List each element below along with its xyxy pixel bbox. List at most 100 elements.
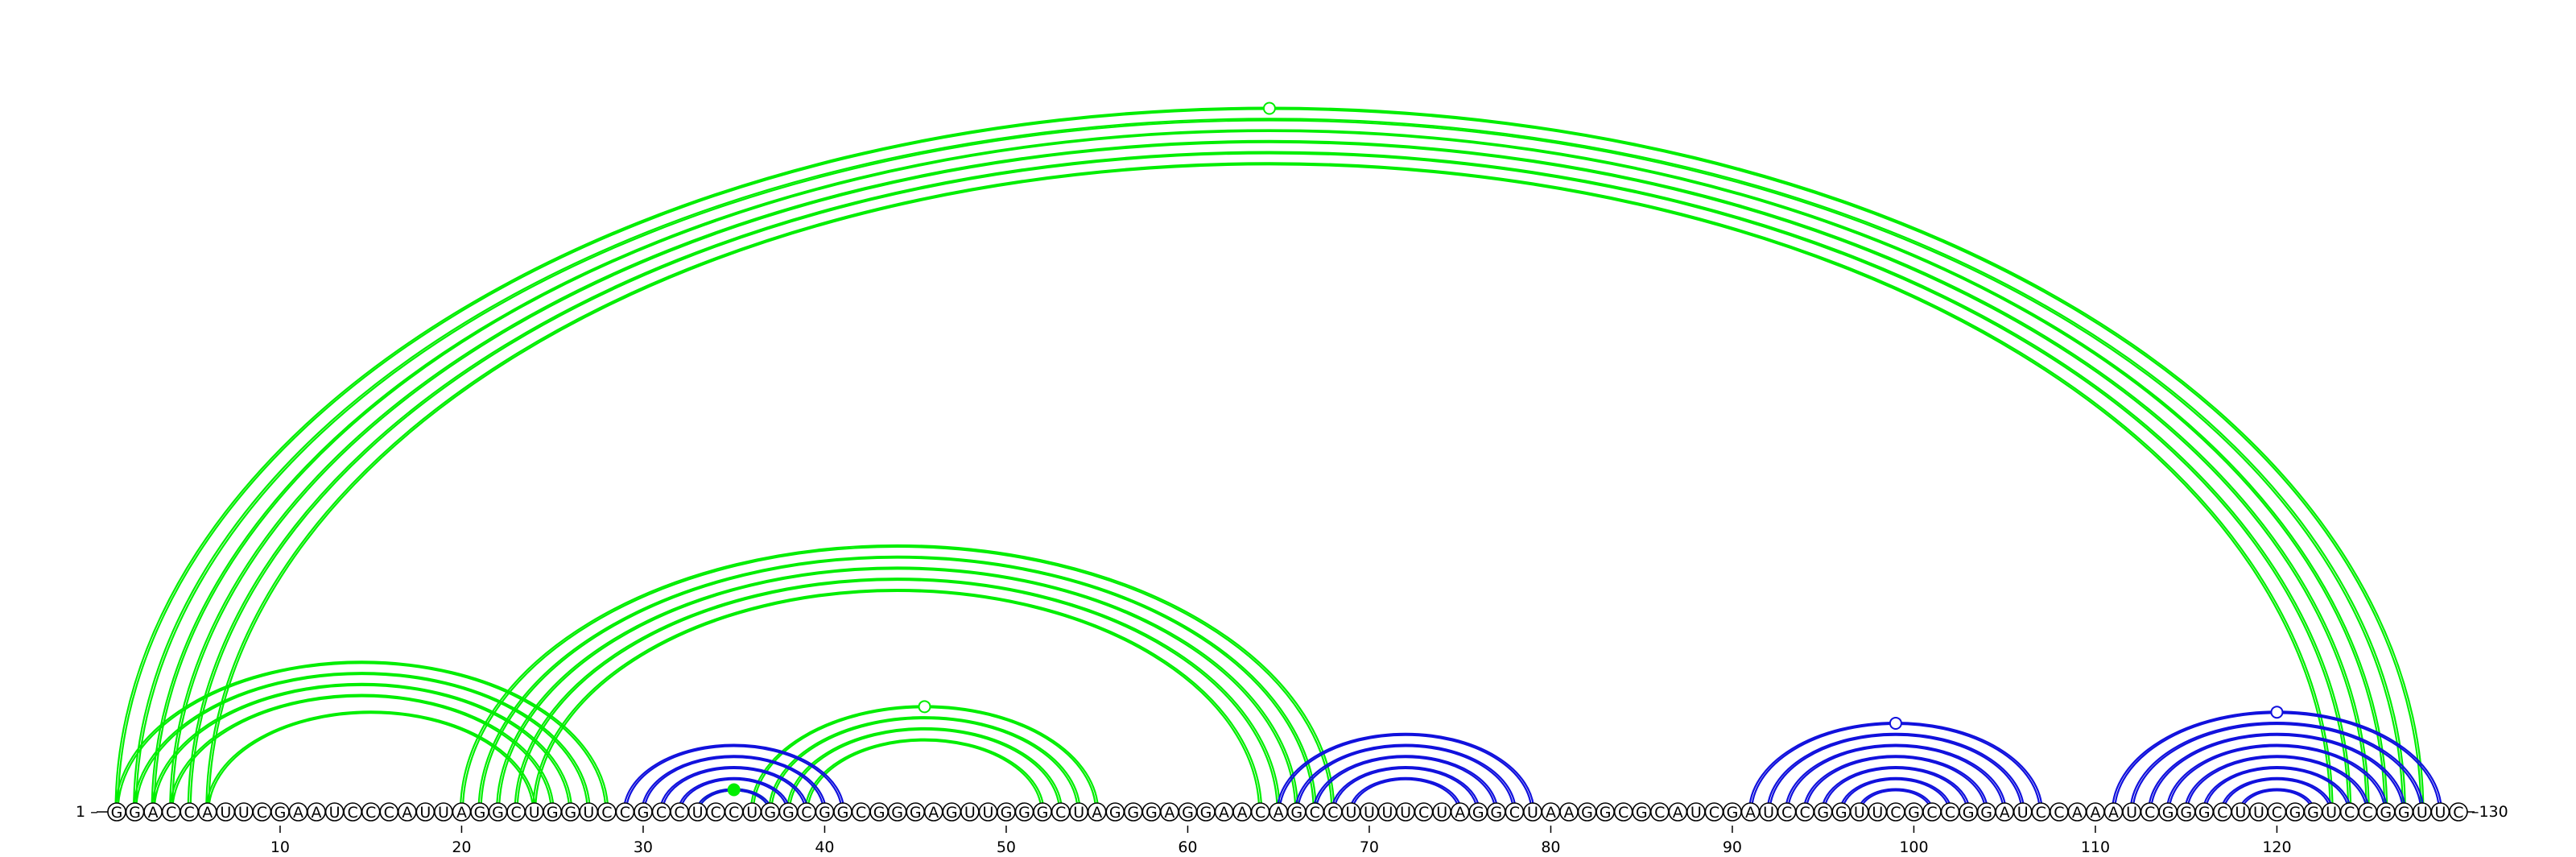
base-pair-arc <box>171 695 552 813</box>
nucleotide: A <box>1232 802 1252 822</box>
nucleotide-letter: C <box>2145 804 2155 822</box>
nucleotide: A <box>452 802 472 822</box>
base-pair-arc <box>189 152 2350 813</box>
nucleotide: G <box>470 802 489 822</box>
base-pair-arc <box>1331 766 1480 813</box>
base-pair-arc <box>677 776 791 813</box>
nucleotide: G <box>2376 802 2396 822</box>
nucleotide: C <box>1414 802 1434 822</box>
base-pair-arc <box>2132 722 2422 813</box>
nucleotide: C <box>1649 802 1670 822</box>
nucleotide-letter: C <box>1055 804 1066 822</box>
base-pair-arc <box>459 544 1335 813</box>
tick-label: 70 <box>1360 838 1379 856</box>
base-pair-arc <box>1766 732 2025 813</box>
nucleotide-letter: C <box>1654 804 1665 822</box>
base-pair-arc <box>151 682 573 813</box>
nucleotide-letter: C <box>2217 804 2227 822</box>
nucleotide-letter: G <box>275 804 287 822</box>
nucleotide-letter: C <box>1890 804 1901 822</box>
nucleotide: G <box>560 802 580 822</box>
base-pair-arc <box>2204 767 2350 813</box>
nucleotide: G <box>942 802 962 822</box>
nucleotide: C <box>180 802 199 822</box>
nucleotide-letter: C <box>257 804 267 822</box>
nucleotide: C <box>2031 802 2051 822</box>
base-pair-arc <box>208 164 2330 812</box>
nucleotide: G <box>2176 802 2196 822</box>
nucleotide-letter: U <box>2434 804 2446 822</box>
nucleotide: U <box>1341 802 1361 822</box>
nucleotide-letter: C <box>2344 804 2355 822</box>
base-pair-arc <box>134 118 2405 812</box>
nucleotide-letter: A <box>456 804 467 822</box>
nucleotide: C <box>1886 802 1905 822</box>
nucleotide: C <box>252 802 272 822</box>
nucleotide: C <box>2449 802 2468 822</box>
nucleotide-letter: G <box>2380 804 2392 822</box>
nucleotide: G <box>1831 802 1852 822</box>
nucleotide-letter: U <box>964 804 976 822</box>
nucleotide-letter: A <box>1219 804 1229 822</box>
nucleotide-letter: U <box>2326 804 2337 822</box>
nucleotide: U <box>1759 802 1778 822</box>
base-pair-arc <box>786 727 1063 813</box>
nucleotide: A <box>197 802 217 822</box>
nucleotide: A <box>397 802 417 822</box>
base-pair-arc <box>2184 755 2370 813</box>
tick-label: 120 <box>2262 838 2291 856</box>
base-pair-arc <box>153 684 571 813</box>
nucleotide: C <box>797 802 816 822</box>
nucleotide: U <box>687 802 708 822</box>
nucleotide: U <box>216 802 236 822</box>
nucleotide: G <box>1124 802 1143 822</box>
base-pair-arc <box>1860 789 1932 813</box>
nucleotide: G <box>1178 802 1198 822</box>
nucleotide: A <box>1087 802 1107 822</box>
nucleotide: A <box>1160 802 1179 822</box>
nucleotide: G <box>1976 802 1996 822</box>
nucleotide-letter: G <box>111 804 123 822</box>
nucleotide-letter: G <box>1817 804 1829 822</box>
base-pair-arc <box>2148 732 2406 813</box>
base-pair-arc <box>788 728 1061 813</box>
base-pair-arc <box>1823 767 1968 813</box>
nucleotide-letter: G <box>564 804 576 822</box>
nucleotide-letter: G <box>873 804 886 822</box>
nucleotide-letter: G <box>1908 804 1920 822</box>
base-pair-arc <box>807 739 1042 813</box>
nucleotide: U <box>960 802 980 822</box>
nucleotide: C <box>1613 802 1633 822</box>
nucleotide-letter: A <box>202 804 213 822</box>
nucleotide-letter: C <box>184 804 195 822</box>
base-pair-arc <box>1802 755 1989 813</box>
nucleotide-letter: G <box>837 804 849 822</box>
nucleotide: C <box>161 802 181 822</box>
nucleotide-letter: G <box>1490 804 1502 822</box>
nucleotide-letter: G <box>1146 804 1158 822</box>
nucleotide-letter: A <box>312 804 322 822</box>
nucleotide: C <box>651 802 671 822</box>
base-pair-arc <box>641 755 828 813</box>
nucleotide-letter: G <box>1182 804 1194 822</box>
nucleotide-letter: U <box>2017 804 2029 822</box>
nucleotide-letter: G <box>638 804 650 822</box>
nucleotide: G <box>1596 802 1615 822</box>
nucleotide-letter: A <box>1455 804 1465 822</box>
nucleotide-letter: A <box>2000 804 2010 822</box>
nucleotide-letter: G <box>1037 804 1049 822</box>
nucleotide: C <box>2140 802 2160 822</box>
nucleotide: U <box>524 802 544 822</box>
base-pair-arc <box>114 660 609 813</box>
base-pair-arc <box>514 578 1281 813</box>
nucleotide: G <box>1577 802 1597 822</box>
nucleotide: G <box>125 802 145 822</box>
base-pair-arc <box>2165 743 2388 813</box>
nucleotide: C <box>670 802 689 822</box>
nucleotide: U <box>234 802 254 822</box>
nucleotide-letter: U <box>746 804 758 822</box>
nucleotide: G <box>997 802 1016 822</box>
nucleotide: G <box>543 802 563 822</box>
nucleotide: G <box>887 802 907 822</box>
base-pair-arc <box>2238 788 2316 813</box>
